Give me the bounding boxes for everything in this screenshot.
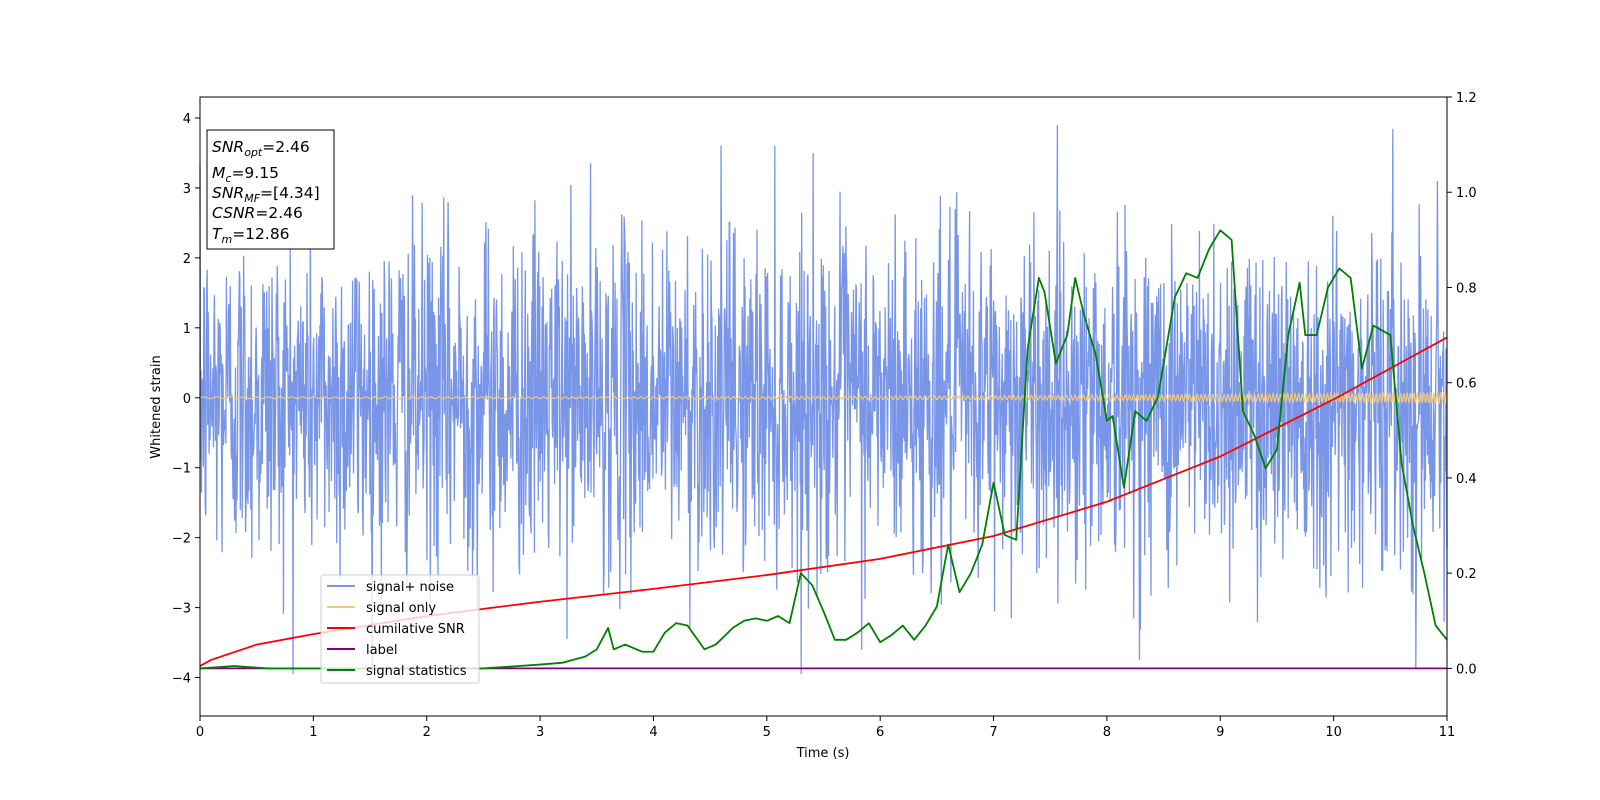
legend: signal+ noise signal only cumilative SNR la… xyxy=(320,574,480,684)
y2-tick-label: 1.2 xyxy=(1456,91,1477,106)
y-tick-label: 0 xyxy=(183,392,191,407)
x-tick-label: 3 xyxy=(536,725,544,740)
legend-label: signal statistics xyxy=(366,664,467,679)
annotation-tm: Tm=12.86 xyxy=(212,225,290,246)
x-tick-label: 8 xyxy=(1103,725,1111,740)
y-tick-label: 1 xyxy=(183,322,191,337)
y-axis-right: 1.2 1.0 0.8 0.6 0.4 0.2 0.0 xyxy=(1447,91,1477,677)
annotation-snr-mf: SNRMF=[4.34] xyxy=(212,184,320,205)
plot-frame xyxy=(199,96,1448,717)
x-axis: 0 1 2 3 4 5 6 7 8 9 10 11 xyxy=(196,716,1455,740)
series-signal-only-line xyxy=(199,391,1448,405)
legend-box xyxy=(320,574,480,684)
annotation-mc-value: =9.15 xyxy=(231,164,279,182)
x-tick-label: 7 xyxy=(989,725,997,740)
y-tick-label: 4 xyxy=(183,112,191,127)
legend-item-signal-statistics: signal statistics xyxy=(327,664,467,679)
legend-item-signal-only: signal only xyxy=(327,601,436,616)
x-tick-label: 0 xyxy=(196,725,204,740)
legend-label: cumilative SNR xyxy=(366,622,465,637)
legend-item-cumulative-snr: cumilative SNR xyxy=(327,622,465,637)
x-tick-label: 4 xyxy=(649,725,657,740)
series-signal-statistics-line xyxy=(199,229,1448,670)
annotation-mc: Mc=9.15 xyxy=(212,164,279,185)
y-tick-label: −4 xyxy=(172,672,191,687)
annotation-box xyxy=(206,129,335,250)
x-tick-label: 11 xyxy=(1439,725,1456,740)
y-tick-label: −1 xyxy=(172,462,191,477)
legend-label: label xyxy=(366,643,397,658)
x-tick-label: 5 xyxy=(763,725,771,740)
annotation-snr-opt-value: =2.46 xyxy=(262,138,310,156)
y2-tick-label: 0.4 xyxy=(1456,472,1477,487)
x-tick-label: 10 xyxy=(1325,725,1342,740)
legend-item-label: label xyxy=(327,643,397,658)
series-cumulative-snr-line xyxy=(199,336,1448,667)
y-tick-label: 3 xyxy=(183,182,191,197)
legend-label: signal+ noise xyxy=(366,580,454,595)
y-tick-label: −3 xyxy=(172,602,191,617)
annotation-snr-opt: SNRopt=2.46 xyxy=(212,138,310,159)
y-tick-label: 2 xyxy=(183,252,191,267)
annotation-tm-value: =12.86 xyxy=(232,225,289,243)
y-axis-label: Whitened strain xyxy=(149,355,164,458)
y2-tick-label: 0.2 xyxy=(1456,567,1477,582)
stats-annotation: SNRopt=2.46 Mc=9.15 SNRMF=[4.34] CSNR=2.… xyxy=(206,129,335,250)
y2-tick-label: 0.0 xyxy=(1456,662,1477,677)
x-tick-label: 2 xyxy=(423,725,431,740)
annotation-snr-mf-value: =[4.34] xyxy=(260,184,320,202)
x-tick-label: 9 xyxy=(1216,725,1224,740)
x-axis-label: Time (s) xyxy=(796,746,850,761)
y2-tick-label: 0.6 xyxy=(1456,377,1477,392)
y2-tick-label: 0.8 xyxy=(1456,281,1477,296)
y-axis-left: 4 3 2 1 0 −1 −2 −3 −4 xyxy=(172,112,200,687)
y-tick-label: −2 xyxy=(172,532,191,547)
legend-item-signal-noise: signal+ noise xyxy=(327,580,454,595)
y2-tick-label: 1.0 xyxy=(1456,186,1477,201)
legend-label: signal only xyxy=(366,601,436,616)
annotation-csnr: CSNR=2.46 xyxy=(212,204,303,222)
annotation-csnr-value: =2.46 xyxy=(255,204,303,222)
x-tick-label: 6 xyxy=(876,725,884,740)
x-tick-label: 1 xyxy=(309,725,317,740)
